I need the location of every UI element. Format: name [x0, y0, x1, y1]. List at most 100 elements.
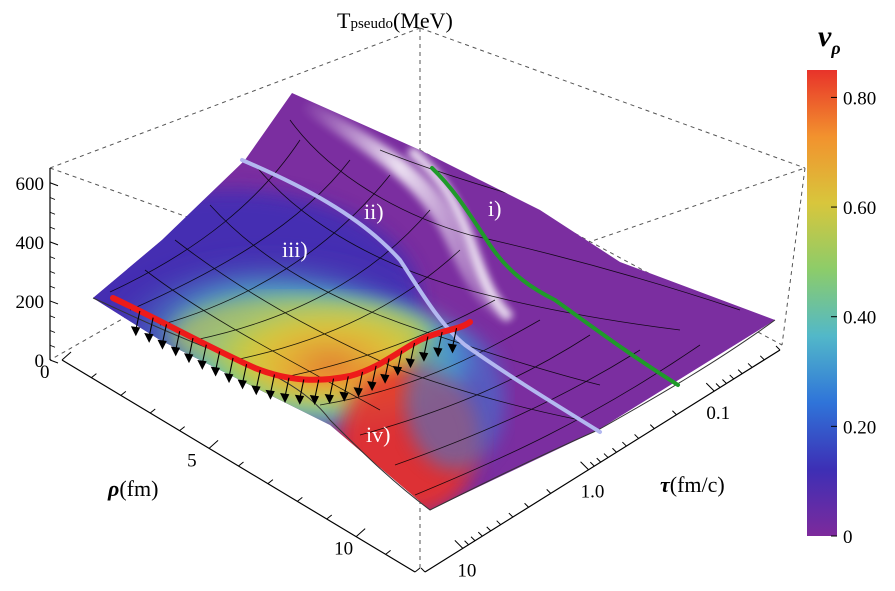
tau-axis: 0.1 1.0 10 τ(fm/c) [420, 345, 781, 581]
rho-axis-title: ρ(fm) [107, 476, 158, 501]
z-axis-tick [49, 300, 59, 305]
surface-blue-edge [405, 330, 505, 470]
tau-axis-line [424, 349, 781, 573]
normal-arrow-shaft [437, 331, 443, 352]
tau-axis-tick-label: 10 [457, 560, 476, 581]
rho-axis-minor-tick [267, 479, 274, 485]
z-axis-title-unit: (MeV) [393, 8, 453, 33]
rho-axis-tick-label: 5 [187, 450, 197, 471]
tau-axis-minor-tick [634, 434, 639, 439]
z-axis-ticks: 0 200 400 600 [16, 174, 59, 372]
tau-axis-tick [580, 461, 589, 471]
tau-axis-minor-tick [715, 383, 721, 388]
tau-axis-minor-tick [524, 502, 529, 508]
rho-axis-minor-tick [149, 408, 156, 414]
z-axis-minor-tick [49, 211, 56, 215]
tau-axis-minor-tick [722, 379, 727, 384]
tau-axis-minor-tick [589, 461, 595, 467]
z-axis-minor-tick [49, 285, 56, 289]
normal-arrow-head [130, 326, 141, 337]
tau-axis-tick [705, 382, 715, 392]
rho-axis-minor-tick [297, 496, 303, 502]
colorbar-gradient [807, 70, 837, 536]
ridge-highlight [406, 146, 514, 322]
box-edge-top-left [49, 27, 421, 169]
ridge-sheen [300, 100, 520, 320]
normal-arrow-shaft [397, 350, 403, 370]
rho-axis-minor-tick [179, 426, 185, 432]
z-axis-minor-tick [49, 197, 56, 200]
normal-arrow-head [265, 389, 275, 400]
box-edge-top-front-left [49, 167, 421, 301]
region-label-iv: iv) [366, 422, 390, 447]
rho-axis-minor-tick [385, 549, 391, 555]
tau-axis-minor-tick [596, 457, 602, 463]
rho-axis-tick [355, 528, 366, 538]
normal-arrow-shaft [255, 369, 261, 390]
normal-arrow-shaft [423, 336, 429, 356]
normal-arrow-shaft [371, 365, 377, 385]
normal-arrow-shaft [242, 364, 248, 384]
normal-arrow-head [418, 351, 429, 362]
z-axis-minor-tick [49, 330, 56, 333]
box-edge-top-right [419, 27, 806, 169]
green-line [430, 166, 680, 387]
tau-axis-minor-tick [508, 512, 514, 518]
z-axis-minor-tick [49, 315, 56, 319]
tau-axis-tick [454, 539, 464, 549]
rho-axis-minor-tick [238, 461, 244, 467]
normal-arrow-head [367, 381, 377, 392]
rho-axis-symbol: ρ [107, 476, 119, 501]
normal-arrow-shaft [215, 351, 221, 371]
normal-arrow-shaft [135, 310, 141, 331]
normal-arrow-shaft [201, 344, 207, 364]
rho-axis-minor-tick [91, 373, 97, 379]
normal-arrow-head [405, 358, 415, 369]
normal-arrow-head [197, 360, 207, 370]
normal-arrow-head [210, 366, 220, 377]
normal-arrow-head [224, 373, 234, 384]
tau-axis-minor-tick [759, 355, 765, 361]
z-axis-minor-tick [49, 226, 56, 230]
normal-arrow-shaft [384, 358, 390, 378]
tau-axis-unit: (fm/c) [670, 472, 725, 497]
tau-axis-symbol: τ [660, 472, 671, 497]
z-axis-tick-label: 400 [16, 233, 45, 254]
normal-arrow-shaft [329, 378, 335, 398]
normal-arrow-shaft [314, 379, 320, 399]
z-axis-tick [49, 241, 59, 246]
rho-axis-minor-tick [414, 567, 421, 573]
normal-arrow-head [309, 395, 320, 405]
surface-front-edge [92, 297, 776, 511]
colorbar-ticks: 0 0.20 0.40 0.60 0.80 [831, 88, 876, 548]
normal-arrow-head [157, 339, 167, 350]
normal-arrow-head [294, 394, 305, 405]
z-axis-title: Tpseudo(MeV) [337, 8, 453, 33]
normal-arrow-shaft [451, 328, 458, 348]
tau-axis-minor-tick [737, 369, 743, 375]
colorbar-title-symbol: v [818, 20, 832, 53]
tau-axis-minor-tick [649, 424, 655, 429]
tau-axis-minor-tick [464, 540, 469, 546]
normal-arrow-shaft [299, 379, 305, 399]
normal-arrow-head [380, 373, 390, 384]
region-labels: i) ii) iii) iv) [282, 196, 501, 447]
freezeout-normal-arrows [130, 310, 458, 405]
colorbar-tick-label: 0.20 [843, 417, 876, 438]
tau-axis-minor-tick [729, 374, 735, 380]
tau-axis-minor-tick [612, 447, 617, 453]
z-axis-minor-tick [49, 271, 56, 274]
colorbar-tick-label: 0.60 [843, 198, 876, 219]
z-axis-minor-tick [49, 344, 56, 348]
rho-axis-ticks: 0 5 10 [40, 351, 421, 573]
normal-arrow-shaft [148, 317, 154, 337]
colorbar-tick-label: 0 [843, 527, 853, 548]
surface [92, 93, 776, 511]
colorbar-title-sub: ρ [830, 38, 840, 58]
tau-axis-minor-tick [486, 526, 492, 532]
normal-arrow-shaft [269, 374, 275, 394]
rho-axis-minor-tick [326, 514, 333, 520]
normal-arrow-shaft [357, 371, 364, 392]
normal-arrow-shaft [284, 377, 290, 397]
